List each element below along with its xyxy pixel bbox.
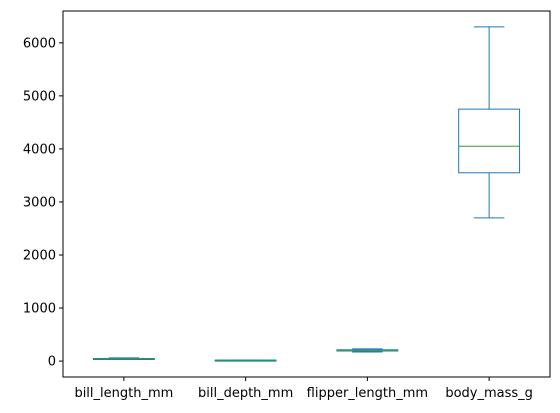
x-tick-label: flipper_length_mm — [307, 386, 428, 401]
box-bill_length_mm — [92, 357, 155, 361]
iqr-box — [458, 108, 521, 174]
x-axis: bill_length_mm bill_depth_mm flipper_lengt… — [74, 377, 533, 401]
x-tick-label: body_mass_g — [445, 386, 533, 401]
plot-frame — [62, 10, 551, 378]
x-tick-label: bill_length_mm — [74, 386, 173, 401]
y-tick-label: 2000 — [23, 249, 56, 264]
y-axis: 0 1000 2000 3000 4000 5000 6000 — [23, 36, 63, 370]
boxes-group — [92, 26, 521, 362]
box-flipper_length_mm — [336, 348, 399, 353]
y-tick-label: 5000 — [23, 89, 56, 104]
box-body_mass_g — [458, 26, 521, 219]
y-tick-label: 6000 — [23, 36, 56, 51]
box-bill_depth_mm — [214, 359, 277, 362]
y-tick-label: 1000 — [23, 302, 56, 317]
y-tick-label: 4000 — [23, 142, 56, 157]
x-tick-label: bill_depth_mm — [198, 386, 293, 401]
plot-area — [63, 11, 550, 377]
y-tick-label: 3000 — [23, 195, 56, 210]
y-tick-label: 0 — [48, 355, 56, 370]
